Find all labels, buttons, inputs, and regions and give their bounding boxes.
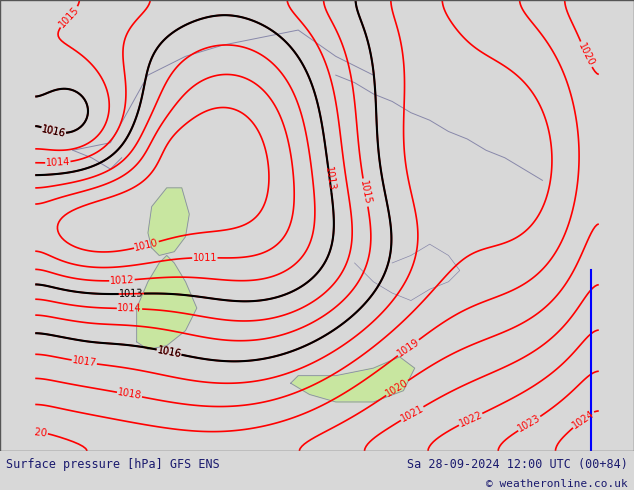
Text: Surface pressure [hPa] GFS ENS: Surface pressure [hPa] GFS ENS [6,458,220,471]
Text: 1020: 1020 [576,41,596,68]
Text: 1011: 1011 [193,253,217,263]
Polygon shape [137,255,197,349]
Text: 1020: 1020 [22,426,48,439]
Text: 1015: 1015 [358,179,373,206]
Polygon shape [373,357,598,451]
Text: Sa 28-09-2024 12:00 UTC (00+84): Sa 28-09-2024 12:00 UTC (00+84) [407,458,628,471]
Text: 1018: 1018 [117,388,143,401]
Polygon shape [291,357,415,402]
Text: 1016: 1016 [156,345,182,359]
Text: 1015: 1015 [57,4,81,29]
Text: 1021: 1021 [399,403,425,424]
Text: 1010: 1010 [133,237,160,253]
Polygon shape [36,413,598,451]
Text: 1019: 1019 [396,337,422,359]
Text: 1020: 1020 [384,377,410,399]
Text: 1012: 1012 [110,275,134,286]
Text: 1016: 1016 [41,124,67,139]
Text: 1014: 1014 [46,157,70,168]
Polygon shape [36,131,223,244]
Polygon shape [298,131,598,394]
Polygon shape [148,188,190,255]
Text: 1024: 1024 [570,408,596,430]
Text: 1013: 1013 [323,166,337,192]
Polygon shape [36,244,261,451]
Text: 1023: 1023 [516,413,543,434]
Text: 1017: 1017 [72,355,97,369]
Text: © weatheronline.co.uk: © weatheronline.co.uk [486,479,628,489]
Text: 1016: 1016 [41,124,67,139]
Text: 1022: 1022 [457,410,484,429]
Text: 1014: 1014 [117,303,142,314]
Text: 1013: 1013 [119,289,144,299]
Text: 1016: 1016 [156,345,182,359]
